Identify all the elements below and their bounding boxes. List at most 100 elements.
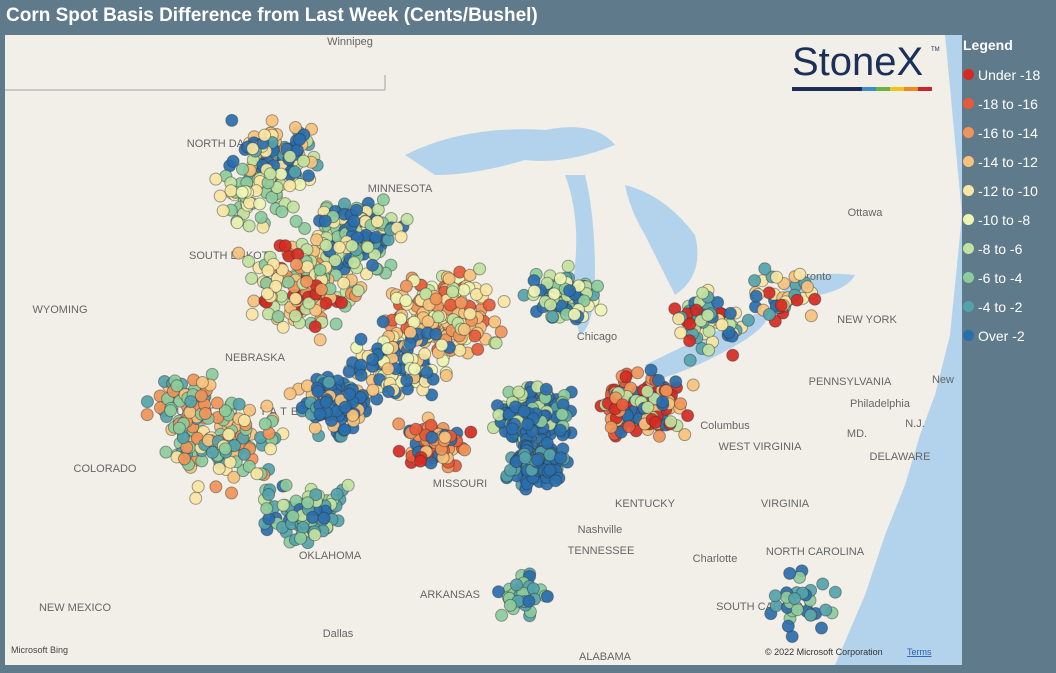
- location-dot[interactable]: [276, 320, 290, 334]
- location-dot[interactable]: [454, 296, 468, 310]
- location-dot[interactable]: [540, 436, 554, 450]
- location-dot[interactable]: [577, 294, 591, 308]
- location-dot[interactable]: [517, 404, 531, 418]
- location-dot[interactable]: [286, 509, 300, 523]
- location-dot[interactable]: [226, 154, 240, 168]
- location-dot[interactable]: [399, 279, 413, 293]
- location-dot[interactable]: [288, 165, 302, 179]
- location-dot[interactable]: [289, 214, 303, 228]
- location-dot[interactable]: [300, 275, 314, 289]
- location-dot[interactable]: [505, 422, 519, 436]
- location-dot[interactable]: [420, 365, 434, 379]
- location-dot[interactable]: [293, 132, 307, 146]
- location-dot[interactable]: [286, 200, 300, 214]
- location-dot[interactable]: [816, 577, 830, 591]
- location-dot[interactable]: [164, 404, 178, 418]
- location-dot[interactable]: [521, 417, 535, 431]
- location-dot[interactable]: [302, 169, 315, 183]
- location-dot[interactable]: [664, 415, 678, 429]
- location-dot[interactable]: [669, 375, 683, 389]
- location-dot[interactable]: [258, 417, 272, 431]
- location-dot[interactable]: [274, 167, 288, 181]
- location-dot[interactable]: [246, 142, 260, 156]
- location-dot[interactable]: [237, 414, 251, 427]
- location-dot[interactable]: [319, 239, 333, 252]
- location-dot[interactable]: [497, 295, 511, 308]
- location-dot[interactable]: [815, 621, 828, 635]
- location-dot[interactable]: [555, 407, 569, 421]
- location-dot[interactable]: [337, 276, 351, 290]
- location-dot[interactable]: [376, 193, 390, 207]
- location-dot[interactable]: [332, 240, 346, 254]
- location-dot[interactable]: [369, 230, 383, 244]
- location-dot[interactable]: [641, 400, 655, 414]
- location-dot[interactable]: [189, 491, 203, 505]
- location-dot[interactable]: [254, 210, 268, 224]
- location-dot[interactable]: [800, 280, 814, 294]
- location-dot[interactable]: [435, 338, 449, 352]
- location-dot[interactable]: [341, 478, 355, 492]
- location-dot[interactable]: [770, 270, 784, 284]
- location-dot[interactable]: [314, 283, 328, 296]
- location-dot[interactable]: [262, 488, 276, 501]
- location-dot[interactable]: [381, 362, 395, 376]
- location-dot[interactable]: [439, 369, 453, 382]
- location-dot[interactable]: [381, 342, 395, 356]
- location-dot[interactable]: [313, 407, 327, 421]
- location-dot[interactable]: [328, 254, 342, 267]
- location-dot[interactable]: [297, 154, 311, 168]
- location-dot[interactable]: [678, 428, 692, 442]
- location-dot[interactable]: [540, 590, 554, 603]
- location-dot[interactable]: [640, 384, 654, 398]
- location-dot[interactable]: [408, 362, 422, 376]
- location-dot[interactable]: [749, 289, 763, 303]
- location-dot[interactable]: [762, 286, 776, 300]
- location-dot[interactable]: [563, 284, 577, 298]
- location-dot[interactable]: [275, 205, 289, 219]
- location-dot[interactable]: [308, 320, 322, 334]
- location-dot[interactable]: [298, 222, 312, 235]
- location-dot[interactable]: [289, 309, 302, 323]
- location-dot[interactable]: [184, 395, 198, 409]
- location-dot[interactable]: [399, 294, 413, 308]
- location-dot[interactable]: [283, 179, 297, 193]
- location-dot[interactable]: [242, 219, 256, 233]
- location-dot[interactable]: [306, 510, 319, 524]
- location-dot[interactable]: [722, 325, 736, 339]
- location-dot[interactable]: [224, 184, 238, 198]
- location-dot[interactable]: [242, 459, 256, 473]
- location-dot[interactable]: [652, 429, 666, 443]
- location-dot[interactable]: [382, 385, 395, 399]
- location-dot[interactable]: [209, 172, 223, 186]
- location-dot[interactable]: [366, 258, 379, 272]
- location-dot[interactable]: [674, 397, 688, 411]
- location-dot[interactable]: [222, 428, 236, 441]
- location-dot[interactable]: [308, 528, 322, 542]
- location-dot[interactable]: [245, 307, 259, 321]
- location-dot[interactable]: [458, 443, 472, 457]
- location-dot[interactable]: [622, 420, 636, 434]
- location-dot[interactable]: [683, 317, 697, 331]
- location-dot[interactable]: [289, 121, 302, 134]
- location-dot[interactable]: [392, 444, 406, 458]
- location-dot[interactable]: [424, 418, 438, 432]
- location-dot[interactable]: [245, 271, 259, 285]
- location-dot[interactable]: [527, 284, 541, 298]
- location-dot[interactable]: [218, 442, 232, 456]
- legend-item[interactable]: -4 to -2: [963, 292, 1056, 321]
- location-dot[interactable]: [172, 421, 186, 435]
- location-dot[interactable]: [790, 293, 804, 307]
- location-dot[interactable]: [758, 262, 772, 276]
- location-dot[interactable]: [543, 448, 557, 462]
- location-dot[interactable]: [768, 589, 782, 603]
- location-dot[interactable]: [317, 511, 331, 525]
- location-dot[interactable]: [482, 298, 496, 312]
- location-dot[interactable]: [209, 480, 223, 494]
- legend-item[interactable]: -12 to -10: [963, 176, 1056, 205]
- location-dot[interactable]: [539, 382, 553, 396]
- location-dot[interactable]: [681, 409, 695, 423]
- location-dot[interactable]: [370, 215, 384, 229]
- location-dot[interactable]: [518, 451, 532, 465]
- location-dot[interactable]: [264, 442, 277, 456]
- location-dot[interactable]: [711, 296, 725, 309]
